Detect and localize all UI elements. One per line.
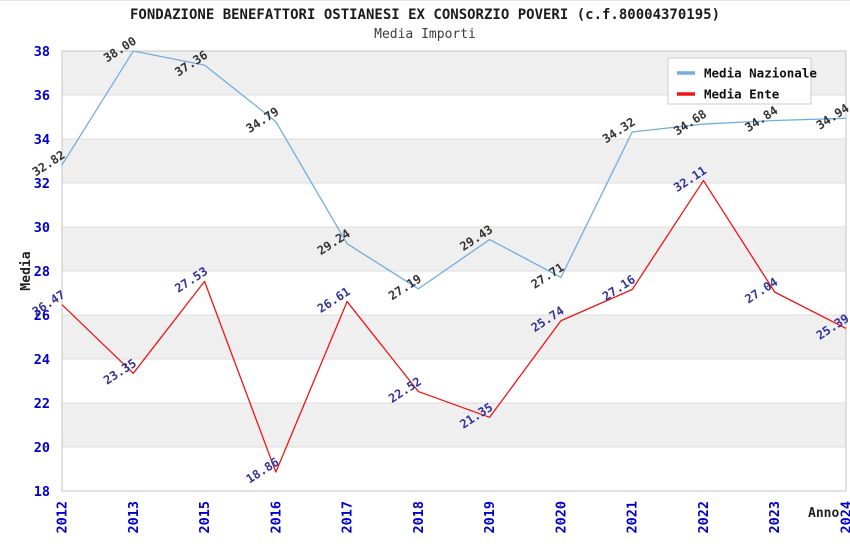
- x-axis-title: Anno: [808, 506, 839, 521]
- x-tick-label: 2017: [340, 501, 356, 534]
- data-label: 34.94: [814, 101, 850, 132]
- x-tick-label: 2020: [553, 501, 569, 534]
- series-line-media-ente: [61, 179, 847, 473]
- chart-title: FONDAZIONE BENEFATTORI OSTIANESI EX CONS…: [129, 7, 720, 23]
- data-label: 34.79: [244, 104, 282, 135]
- x-tick-label: 2015: [197, 501, 213, 534]
- y-tick-label: 18: [34, 484, 50, 500]
- y-tick-label: 26: [34, 308, 50, 324]
- x-tick-label: 2018: [411, 501, 427, 534]
- data-label: 34.84: [742, 103, 780, 134]
- y-tick-label: 20: [34, 440, 50, 456]
- chart-subtitle: Media Importi: [374, 27, 476, 42]
- plot-band: [62, 315, 846, 359]
- data-label: 22.52: [386, 374, 424, 405]
- y-tick-label: 30: [34, 220, 50, 236]
- data-label: 26.61: [315, 284, 353, 315]
- y-tick-label: 28: [34, 264, 50, 280]
- x-tick-label: 2019: [482, 501, 498, 534]
- x-tick-label: 2016: [268, 501, 284, 534]
- y-tick-label: 32: [34, 176, 50, 192]
- y-tick-label: 36: [34, 88, 50, 104]
- x-tick-label: 2023: [767, 501, 783, 534]
- x-tick-label: 2024: [839, 501, 850, 534]
- x-tick-label: 2021: [625, 501, 641, 534]
- legend-label-media-ente: Media Ente: [704, 87, 780, 102]
- plot-border: [61, 50, 847, 492]
- legend: [667, 57, 812, 105]
- y-tick-label: 38: [34, 44, 50, 60]
- data-label: 34.68: [671, 107, 709, 138]
- y-axis-title: Media: [19, 251, 34, 290]
- data-label: 27.19: [386, 272, 424, 303]
- y-tick-label: 22: [34, 396, 50, 412]
- y-tick-label: 34: [34, 132, 50, 148]
- series-line-media-nazionale: [61, 50, 847, 290]
- data-label: 27.16: [600, 272, 638, 303]
- x-tick-label: 2012: [55, 501, 71, 534]
- plot-band: [62, 139, 846, 183]
- y-tick-label: 24: [34, 352, 50, 368]
- legend-label-media-nazionale: Media Nazionale: [704, 66, 817, 81]
- x-tick-label: 2022: [696, 501, 712, 534]
- data-label: 27.04: [742, 275, 780, 306]
- x-tick-label: 2013: [126, 501, 142, 534]
- plot-band: [62, 403, 846, 447]
